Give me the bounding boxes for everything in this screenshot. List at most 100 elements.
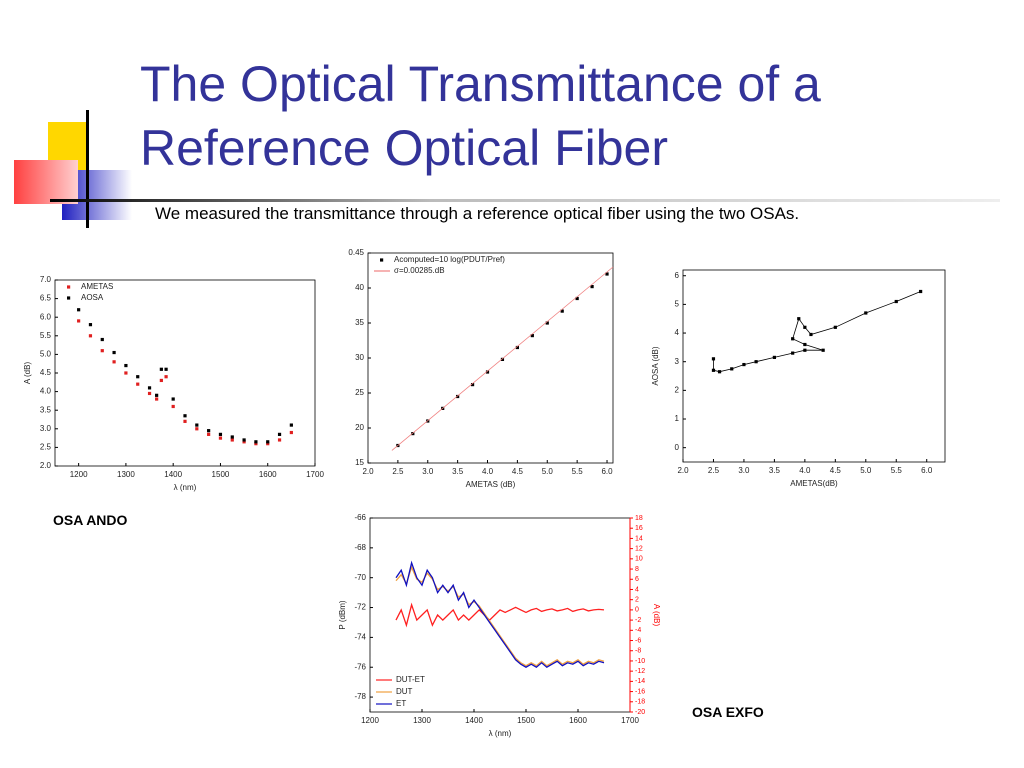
x-axis-label: AMETAS(dB) [790, 479, 838, 488]
x-tick-label: 4.0 [482, 467, 494, 476]
data-point [411, 432, 415, 436]
y2-tick-label: 12 [635, 545, 643, 552]
data-point [575, 296, 579, 301]
y-tick-label: -74 [354, 632, 366, 641]
data-point [242, 438, 246, 442]
plot-frame [367, 252, 614, 464]
data-point [112, 350, 116, 355]
data-point [155, 397, 159, 401]
y2-tick-label: 4 [635, 586, 639, 593]
x-tick-label: 5.5 [891, 466, 903, 475]
y-tick-label: -72 [354, 603, 366, 612]
x-tick-label: 6.0 [601, 467, 613, 476]
y-tick-label: -70 [354, 573, 366, 582]
y-tick-label: 6.0 [40, 312, 52, 321]
data-point [147, 391, 152, 396]
legend-label: σ=0.00285.dB [394, 266, 445, 275]
data-point [833, 325, 837, 329]
data-point [266, 442, 270, 446]
y2-tick-label: -10 [635, 658, 645, 665]
legend-label: DUT [396, 687, 413, 696]
x-tick-label: 1400 [465, 716, 483, 725]
data-point [919, 289, 923, 294]
x-tick-label: 2.5 [392, 467, 404, 476]
data-point [100, 349, 104, 353]
legend-label: ET [396, 699, 406, 708]
y-tick-label: 2 [675, 385, 680, 394]
y-tick-label: 7.0 [40, 275, 52, 284]
x-tick-label: 1700 [621, 716, 639, 725]
x-tick-label: 3.5 [769, 466, 781, 475]
data-point [171, 397, 175, 401]
x-tick-label: 1600 [259, 470, 277, 479]
data-point [183, 414, 187, 418]
y-tick-label: 35 [355, 318, 364, 327]
y-tick-label: -76 [354, 662, 366, 671]
data-point [277, 438, 282, 442]
data-point [266, 440, 270, 444]
x-tick-label: 2.5 [708, 466, 720, 475]
y-tick-label: 4 [675, 328, 680, 337]
x-tick-label: 4.0 [799, 466, 811, 475]
data-point [605, 272, 609, 276]
data-point [791, 337, 795, 341]
y2-tick-label: -18 [635, 699, 645, 706]
data-point [195, 427, 199, 431]
data-point [147, 386, 152, 390]
legend-label: DUT-ET [396, 675, 425, 684]
y-tick-label: 6 [675, 271, 680, 280]
legend-swatch [67, 296, 71, 300]
data-point [218, 432, 223, 436]
data-point [155, 393, 159, 397]
data-point [485, 370, 490, 374]
data-point [545, 321, 549, 325]
data-point [803, 348, 807, 352]
legend-label: Acomputed=10 log(PDUT/Pref) [394, 255, 505, 264]
y-tick-label: 1 [675, 414, 680, 423]
subtitle: We measured the transmittance through a … [155, 204, 800, 223]
data-point [277, 432, 282, 436]
legend-swatch [67, 285, 71, 289]
slide-title: The Optical Transmittance of a Reference… [140, 56, 821, 176]
data-point [289, 430, 293, 435]
y-tick-label: 2.5 [40, 443, 52, 452]
data-point [590, 285, 594, 289]
deco-hline [50, 199, 1000, 202]
y-tick-label: 2.0 [40, 461, 52, 470]
x-tick-label: 1400 [164, 470, 182, 479]
y-tick-label: 3 [675, 357, 680, 366]
data-point [136, 382, 140, 386]
y2-tick-label: -12 [635, 668, 645, 675]
osa-label: OSA EXFO [692, 704, 764, 720]
data-point [742, 362, 746, 367]
y-tick-label: 0 [675, 443, 680, 452]
x-tick-label: 3.0 [422, 467, 434, 476]
x-tick-label: 1200 [361, 716, 379, 725]
y2-tick-label: 14 [635, 535, 643, 542]
x-axis-label: λ (nm) [174, 483, 197, 492]
y-tick-label: 25 [355, 388, 364, 397]
deco-vline [86, 110, 89, 228]
y2-tick-label: -6 [635, 637, 641, 644]
data-point [254, 440, 258, 444]
series-line [395, 560, 605, 668]
data-point [218, 436, 223, 440]
data-point [797, 317, 801, 321]
y2-axis-label: A (dB) [652, 604, 661, 627]
data-point [711, 368, 716, 372]
x-axis-label: AMETAS (dB) [466, 480, 516, 489]
data-point [515, 345, 519, 350]
x-tick-label: 1600 [569, 716, 587, 725]
y2-tick-label: -14 [635, 678, 645, 685]
y2-tick-label: 18 [635, 515, 643, 522]
y-tick-label: 5.0 [40, 350, 52, 359]
y-tick-label: 4.0 [40, 387, 52, 396]
series-line [395, 602, 605, 628]
y2-tick-label: 6 [635, 576, 639, 583]
data-point [500, 357, 505, 361]
x-tick-label: 1500 [517, 716, 535, 725]
osa-label: OSA ANDO [53, 512, 128, 528]
data-point [711, 357, 716, 361]
y2-tick-label: -16 [635, 688, 645, 695]
